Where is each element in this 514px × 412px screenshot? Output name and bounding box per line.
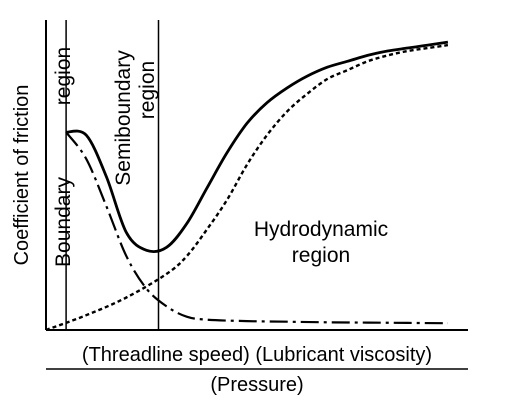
y-axis-label: Coefficient of friction (11, 85, 33, 266)
region-label-boundary-line1: Boundary (52, 177, 75, 267)
region-label-boundary-line2: region (52, 47, 75, 105)
x-axis-label-bottom: (Pressure) (210, 374, 303, 396)
series-line-hydrodynamic-component (45, 43, 449, 332)
series-line-boundary-component (65, 131, 448, 325)
region-label-semiboundary-line2: region (136, 61, 159, 119)
region-label-hydrodynamic-line2: region (292, 244, 350, 267)
series-line-total (65, 40, 449, 253)
region-label-semiboundary-line1: Semiboundary (112, 50, 135, 186)
x-axis-label-top: (Threadline speed) (Lubricant viscosity) (82, 344, 432, 366)
region-label-hydrodynamic-line1: Hydrodynamic (254, 218, 388, 241)
